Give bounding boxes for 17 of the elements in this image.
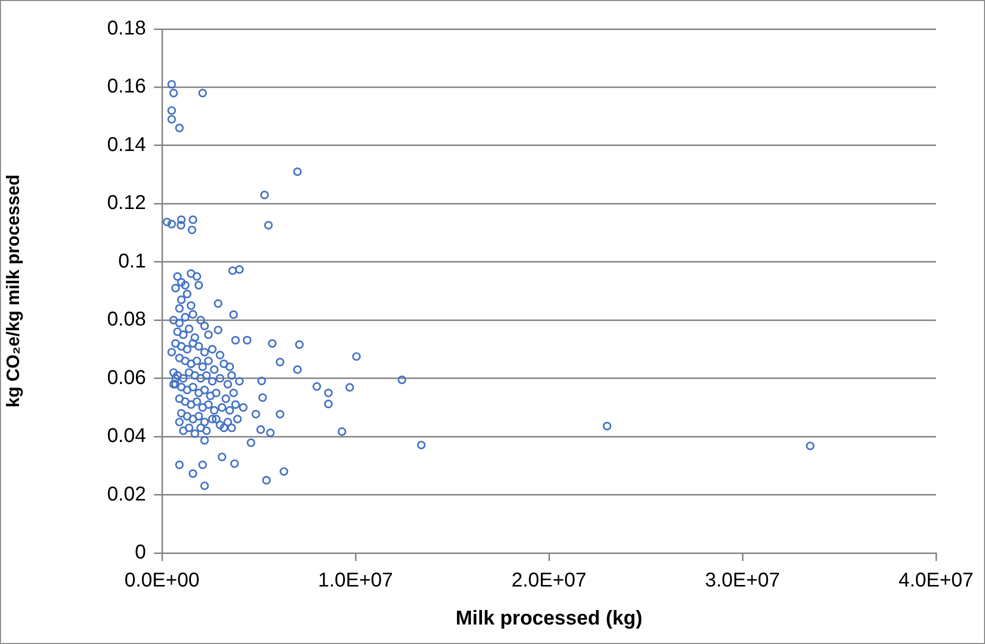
x-tick-label: 1.0E+07 xyxy=(318,570,394,592)
y-tick-label: 0.06 xyxy=(107,366,146,389)
y-tick-label: 0.1 xyxy=(118,250,146,272)
x-tick-label: 2.0E+07 xyxy=(511,570,587,592)
y-axis-title: kg CO₂e/kg milk processed xyxy=(2,174,23,408)
x-tick-label: 0.0E+00 xyxy=(124,570,200,592)
y-tick-label: 0 xyxy=(134,542,146,564)
y-tick-label: 0.02 xyxy=(107,483,146,506)
x-tick-label: 4.0E+07 xyxy=(898,570,974,592)
y-tick-label: 0.16 xyxy=(107,76,146,98)
x-axis-title: Milk processed (kg) xyxy=(456,608,642,630)
y-tick-label: 0.04 xyxy=(107,425,146,448)
y-tick-label: 0.14 xyxy=(107,134,146,156)
y-tick-label: 0.08 xyxy=(107,308,146,331)
y-tick-label: 0.18 xyxy=(107,18,146,40)
y-tick-label: 0.12 xyxy=(107,192,146,214)
x-tick-label: 3.0E+07 xyxy=(704,570,780,592)
